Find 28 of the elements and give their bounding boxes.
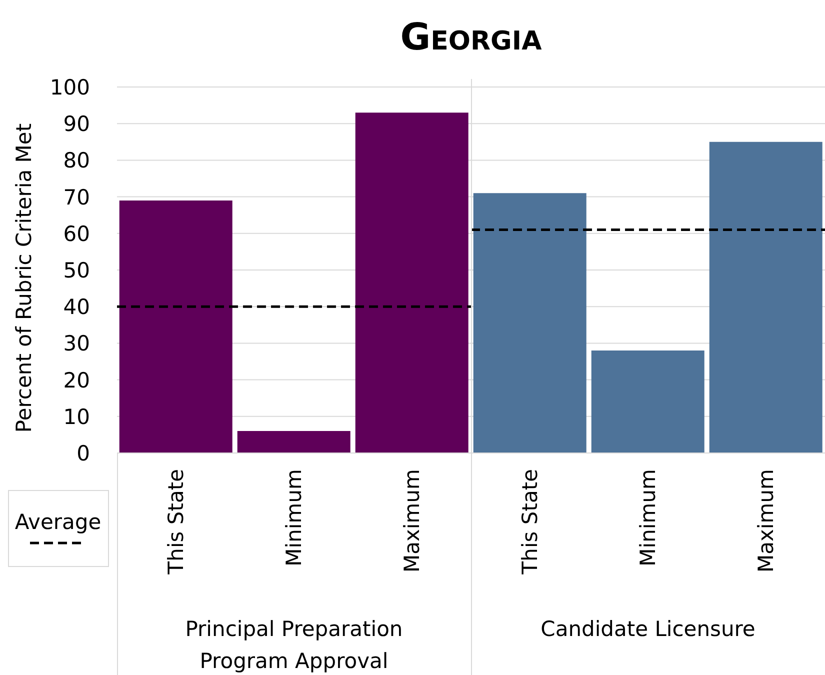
y-axis-title: Percent of Rubric Criteria Met	[12, 123, 36, 433]
text: Principal Preparation Program Approval	[185, 617, 403, 673]
bar	[119, 200, 232, 453]
y-tick-label: 60	[63, 222, 90, 246]
ref-line-label: Average	[14, 510, 102, 534]
bar	[473, 193, 586, 453]
bar	[355, 112, 468, 453]
x-tick-label: This State	[518, 469, 542, 576]
y-tick-label: 50	[63, 258, 90, 282]
x-tick-label: Minimum	[636, 469, 660, 566]
y-tick-label: 30	[63, 332, 90, 356]
bar	[709, 142, 822, 453]
x-tick-label: Maximum	[754, 469, 778, 572]
y-tick-label: 40	[63, 295, 90, 320]
y-tick-label: 100	[50, 75, 90, 100]
bar	[237, 431, 350, 453]
y-tick-label: 10	[63, 404, 90, 429]
chart-title: Georgia	[400, 16, 542, 58]
y-tick-label: 80	[63, 148, 90, 173]
y-tick-label: 70	[63, 185, 90, 210]
bar	[591, 350, 704, 453]
x-tick-label: Maximum	[400, 469, 424, 572]
x-tick-label: Minimum	[282, 469, 306, 566]
y-tick-label: 20	[63, 368, 90, 392]
y-tick-label: 90	[63, 112, 90, 136]
text: Candidate Licensure	[540, 617, 756, 641]
x-tick-label: This State	[164, 469, 188, 576]
y-tick-label: 0	[76, 441, 90, 466]
